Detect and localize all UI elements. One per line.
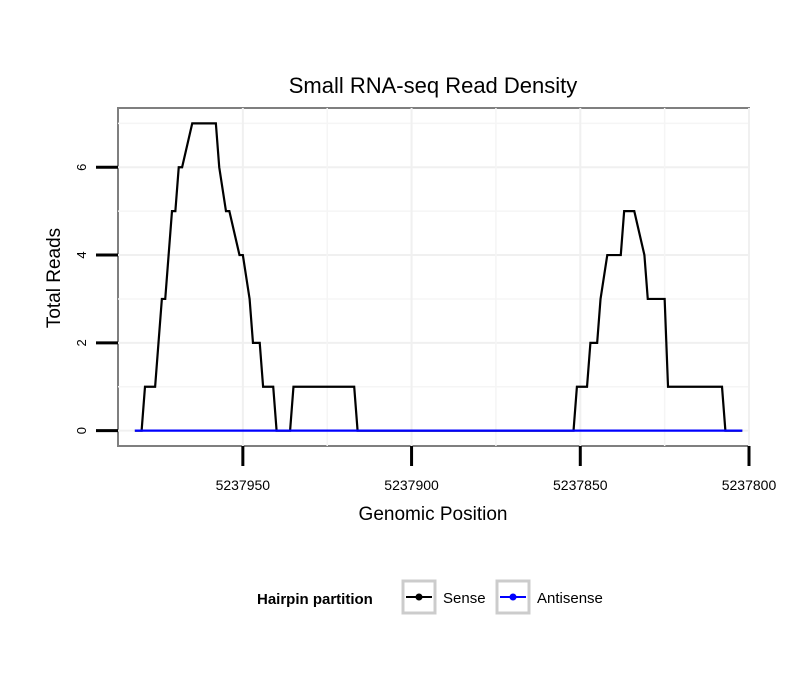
x-axis-label: Genomic Position	[359, 504, 508, 525]
axes-layer: 0 2 4 6 5237950 5237900 5237850 5237800	[74, 164, 776, 493]
y-tick-label: 4	[74, 251, 89, 258]
y-axis-label: Total Reads	[44, 228, 65, 328]
grid	[118, 108, 750, 446]
y-tick-label: 0	[74, 427, 89, 434]
legend: Hairpin partition Sense Antisense	[257, 579, 603, 615]
y-tick-label: 6	[74, 164, 89, 171]
x-tick-label: 5237950	[216, 477, 271, 493]
x-tick-label: 5237900	[384, 477, 439, 493]
x-tick-label: 5237800	[722, 477, 777, 493]
plot-panel	[117, 107, 750, 447]
legend-label-antisense: Antisense	[537, 590, 603, 607]
series-layer	[134, 122, 743, 432]
legend-title: Hairpin partition	[257, 591, 373, 608]
legend-label-sense: Sense	[443, 590, 486, 607]
y-tick-label: 2	[74, 339, 89, 346]
legend-point-antisense	[509, 593, 517, 601]
x-tick-label: 5237850	[553, 477, 608, 493]
legend-point-sense	[415, 593, 423, 601]
chart-title: Small RNA-seq Read Density	[289, 73, 578, 98]
series-line-sense	[134, 122, 743, 432]
